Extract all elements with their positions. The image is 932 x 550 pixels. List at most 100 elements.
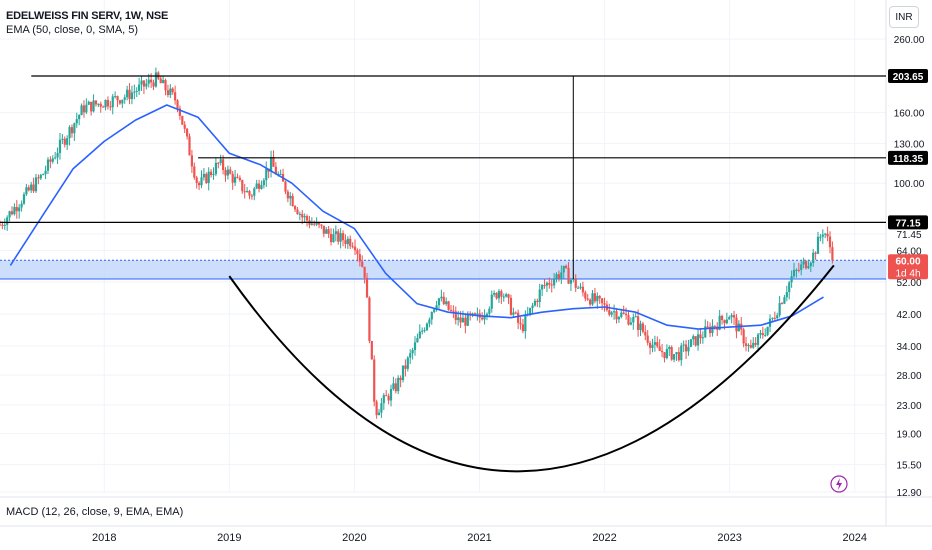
- candle-down: [188, 136, 191, 156]
- candle-up: [490, 294, 493, 309]
- candle-down: [344, 240, 347, 245]
- candle-up: [689, 339, 692, 347]
- candle-down: [322, 225, 325, 234]
- chart-grid: [0, 0, 932, 527]
- candle-down: [63, 138, 66, 145]
- candle-down: [166, 90, 170, 96]
- candle-up: [111, 96, 114, 108]
- candle-up: [78, 115, 81, 120]
- candle-up: [538, 289, 541, 302]
- candle-up: [632, 317, 635, 323]
- candle-up: [97, 103, 100, 105]
- candle-up: [22, 194, 26, 204]
- candle-up: [651, 344, 654, 348]
- candle-down: [514, 312, 517, 314]
- candle-up: [145, 83, 148, 87]
- candle-down: [257, 183, 261, 189]
- candle-up: [502, 296, 505, 298]
- candle-up: [423, 330, 426, 332]
- price-tick-label: 71.45: [896, 230, 921, 241]
- candle-down: [684, 344, 688, 352]
- price-tick-label: 23.00: [896, 401, 921, 412]
- candle-up: [687, 346, 690, 352]
- candle-down: [521, 324, 525, 332]
- candle-up: [135, 90, 138, 92]
- candle-down: [464, 317, 467, 326]
- horizontal-levels: [0, 75, 886, 279]
- candle-up: [596, 295, 599, 302]
- price-tick-label: 42.00: [896, 310, 921, 321]
- candle-down: [452, 310, 455, 312]
- candle-up: [776, 315, 779, 319]
- candle-down: [828, 236, 832, 248]
- candle-up: [653, 342, 656, 345]
- candle-down: [99, 103, 102, 107]
- candle-down: [694, 336, 697, 346]
- currency-button[interactable]: INR: [889, 6, 919, 28]
- candle-down: [615, 311, 618, 320]
- alert-bolt-icon[interactable]: [830, 475, 848, 493]
- ema-50-line: [9, 104, 824, 330]
- ema-layer: [9, 104, 824, 330]
- bar-countdown-label: 1d 4h: [895, 268, 920, 279]
- candle-down: [181, 115, 184, 125]
- candle-down: [373, 359, 376, 402]
- alert-icon-bolt: [836, 478, 842, 490]
- candle-up: [87, 101, 90, 105]
- candle-down: [581, 286, 585, 293]
- candle-down: [773, 317, 776, 319]
- candle-up: [339, 233, 342, 242]
- candle-up: [821, 234, 824, 237]
- candle-up: [413, 342, 417, 351]
- candle-up: [298, 213, 301, 215]
- candle-up: [20, 203, 23, 208]
- candle-down: [186, 128, 189, 137]
- candle-up: [212, 174, 215, 176]
- current-price-label: 60.00: [895, 256, 920, 267]
- candle-up: [579, 286, 582, 288]
- candle-up: [555, 274, 558, 280]
- price-tick-label: 160.00: [894, 108, 925, 119]
- candle-down: [368, 297, 371, 341]
- candle-down: [272, 157, 275, 167]
- candle-up: [85, 104, 88, 113]
- price-tick-label: 100.00: [894, 179, 925, 190]
- candle-down: [399, 377, 402, 381]
- candle-up: [6, 217, 9, 225]
- candle-up: [785, 292, 788, 298]
- candlesticks: [0, 67, 834, 419]
- candle-up: [269, 157, 273, 172]
- candle-down: [305, 216, 309, 221]
- candle-down: [543, 285, 546, 287]
- candle-up: [425, 323, 429, 331]
- candle-up: [262, 180, 265, 186]
- candle-down: [291, 195, 294, 207]
- candle-down: [82, 105, 86, 113]
- candle-down: [742, 329, 745, 344]
- candle-up: [214, 162, 217, 175]
- candle-down: [349, 238, 352, 247]
- candle-down: [644, 331, 647, 336]
- candle-down: [826, 233, 829, 237]
- year-tick-label: 2024: [842, 532, 866, 544]
- candle-up: [610, 312, 613, 315]
- candle-down: [495, 293, 498, 299]
- price-axis: 260.00 160.00 130.00 100.00 71.45 64.00 52.00 4…: [888, 35, 928, 499]
- candle-down: [195, 177, 198, 183]
- candle-down: [209, 171, 213, 176]
- candle-up: [737, 323, 740, 332]
- candle-down: [356, 250, 359, 255]
- candle-up: [334, 231, 337, 235]
- candle-up: [569, 280, 573, 284]
- candle-up: [682, 344, 685, 346]
- candle-up: [680, 345, 683, 361]
- macd-legend[interactable]: MACD (12, 26, close, 9, EMA, EMA): [6, 506, 184, 518]
- ema-legend[interactable]: EMA (50, close, 0, SMA, 5): [6, 24, 139, 36]
- candle-up: [310, 223, 313, 225]
- candle-up: [114, 96, 117, 98]
- candle-down: [116, 96, 119, 101]
- candle-up: [783, 297, 786, 304]
- candle-down: [473, 313, 477, 315]
- candle-up: [61, 138, 64, 140]
